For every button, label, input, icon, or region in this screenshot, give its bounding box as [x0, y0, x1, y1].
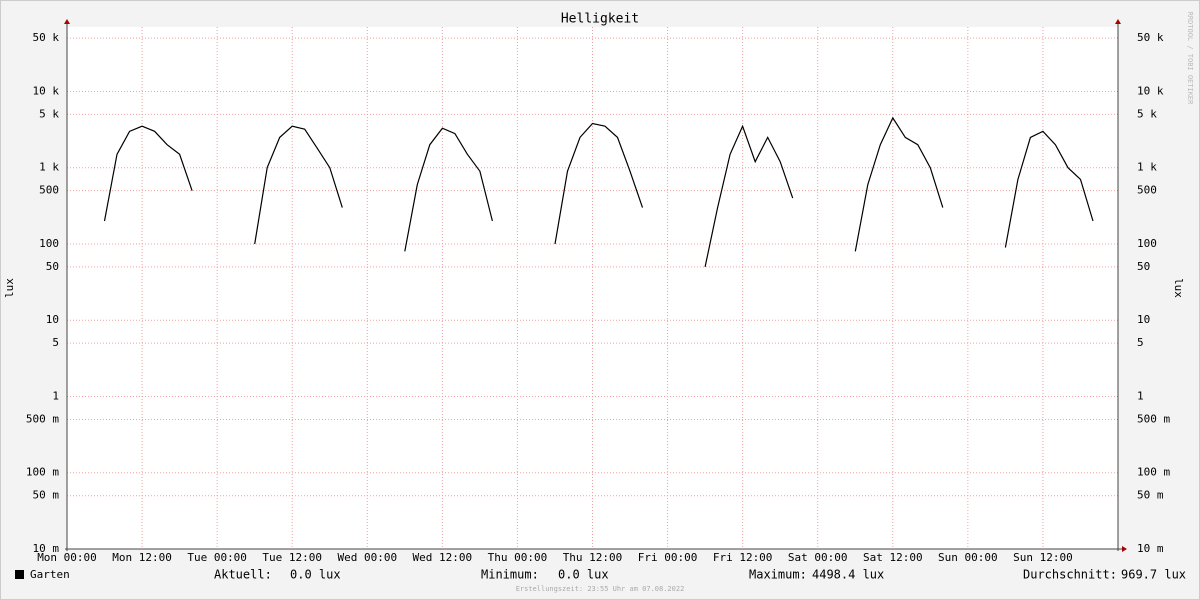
- y2-tick-label: 10 k: [1137, 84, 1164, 97]
- stat-label: Durchschnitt:: [1023, 568, 1117, 582]
- x-tick-label: Mon 12:00: [112, 551, 172, 564]
- y2-tick-label: 10: [1137, 313, 1150, 326]
- y-tick-label: 100: [39, 237, 59, 250]
- y2-tick-label: 1: [1137, 389, 1144, 402]
- x-tick-label: Tue 12:00: [262, 551, 322, 564]
- y-tick-label: 500: [39, 184, 59, 197]
- axis-arrow: [64, 19, 70, 24]
- axis-arrow: [1122, 546, 1127, 552]
- x-tick-label: Mon 00:00: [37, 551, 97, 564]
- x-tick-label: Fri 00:00: [638, 551, 698, 564]
- y2-axis-label: lux: [1172, 278, 1185, 298]
- x-tick-label: Sun 00:00: [938, 551, 998, 564]
- y2-tick-label: 500: [1137, 184, 1157, 197]
- y-tick-label: 10 k: [33, 84, 60, 97]
- y2-tick-label: 50 k: [1137, 31, 1164, 44]
- x-tick-label: Thu 00:00: [488, 551, 548, 564]
- y2-tick-label: 5 k: [1137, 107, 1157, 120]
- data-line: [79, 116, 1094, 514]
- stat-label: Maximum:: [749, 568, 807, 582]
- y2-tick-label: 1 k: [1137, 161, 1157, 174]
- y-tick-label: 100 m: [26, 466, 59, 479]
- legend-swatch: [15, 570, 24, 579]
- x-tick-label: Tue 00:00: [187, 551, 247, 564]
- y2-tick-label: 50: [1137, 260, 1150, 273]
- x-tick-label: Fri 12:00: [713, 551, 773, 564]
- y-tick-label: 10: [46, 313, 59, 326]
- y-tick-label: 10 m: [33, 542, 60, 555]
- axis-arrow: [1115, 19, 1121, 24]
- legend-label: Garten: [30, 568, 70, 581]
- stat-value: 969.7 lux: [1121, 568, 1186, 582]
- y2-tick-label: 50 m: [1137, 489, 1164, 502]
- y-tick-label: 50 m: [33, 489, 60, 502]
- x-tick-label: Wed 00:00: [337, 551, 397, 564]
- y2-tick-label: 10 m: [1137, 542, 1164, 555]
- x-tick-label: Wed 12:00: [413, 551, 473, 564]
- y2-tick-label: 500 m: [1137, 412, 1170, 425]
- y-tick-label: 50: [46, 260, 59, 273]
- stat-value: 0.0 lux: [558, 568, 609, 582]
- chart-title: Helligkeit: [561, 12, 639, 27]
- y-tick-label: 5 k: [39, 107, 59, 120]
- y-tick-label: 50 k: [33, 31, 60, 44]
- y-tick-label: 5: [52, 336, 59, 349]
- x-tick-label: Sun 12:00: [1013, 551, 1073, 564]
- y2-tick-label: 5: [1137, 336, 1144, 349]
- y2-tick-label: 100 m: [1137, 466, 1170, 479]
- y-tick-label: 1 k: [39, 161, 59, 174]
- stat-label: Aktuell:: [214, 568, 272, 582]
- x-tick-label: Sat 12:00: [863, 551, 923, 564]
- y-tick-label: 1: [52, 389, 59, 402]
- stat-value: 0.0 lux: [290, 568, 341, 582]
- y-axis-label: lux: [3, 278, 16, 298]
- footer: Erstellungszeit: 23:55 Uhr am 07.08.2022: [516, 585, 685, 593]
- x-tick-label: Sat 00:00: [788, 551, 848, 564]
- y2-tick-label: 100: [1137, 237, 1157, 250]
- stat-value: 4498.4 lux: [812, 568, 884, 582]
- y-tick-label: 500 m: [26, 412, 59, 425]
- stat-label: Minimum:: [481, 568, 539, 582]
- x-tick-label: Thu 12:00: [563, 551, 623, 564]
- watermark: RRDTOOL / TOBI OETIKER: [1186, 12, 1194, 106]
